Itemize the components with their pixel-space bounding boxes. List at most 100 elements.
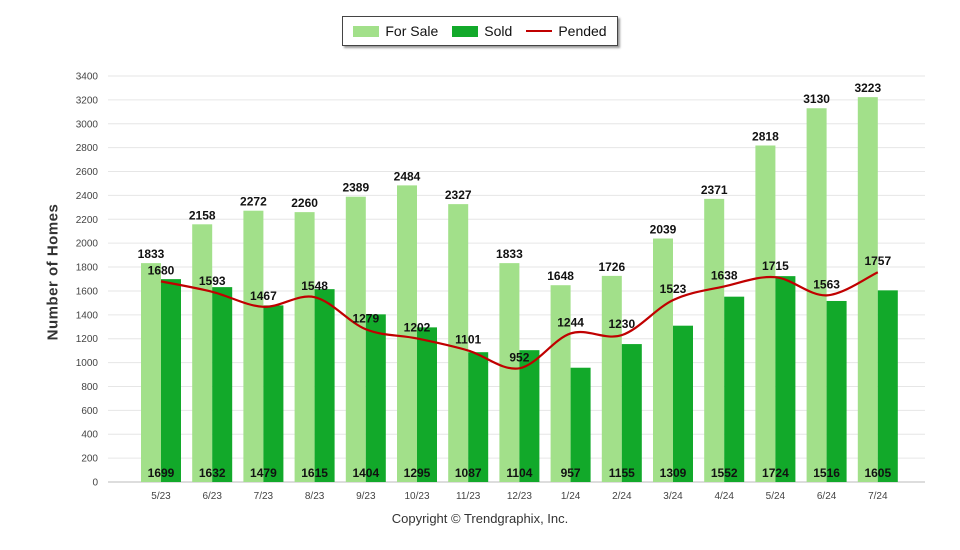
for-sale-bar: [243, 210, 264, 482]
sold-data-label: 1632: [199, 466, 226, 480]
y-tick-label: 1600: [76, 286, 99, 297]
pended-data-label: 1101: [455, 333, 481, 347]
pended-data-label: 1202: [404, 320, 431, 334]
x-tick-label: 5/24: [766, 491, 786, 502]
sold-bar: [775, 276, 796, 482]
y-tick-label: 3000: [76, 119, 99, 130]
for-sale-bar: [755, 145, 776, 482]
for-sale-data-label: 1648: [547, 269, 574, 283]
x-tick-label: 1/24: [561, 491, 581, 502]
pended-data-label: 1279: [352, 311, 379, 325]
for-sale-bar: [192, 224, 213, 482]
y-tick-label: 0: [92, 478, 98, 489]
for-sale-data-label: 1833: [138, 247, 165, 261]
x-tick-label: 7/24: [868, 491, 888, 502]
for-sale-data-label: 3130: [803, 92, 830, 106]
pended-data-label: 1680: [148, 263, 175, 277]
for-sale-bar: [397, 185, 417, 483]
sold-bar: [161, 279, 181, 482]
y-tick-label: 2600: [76, 167, 99, 178]
sold-data-label: 1699: [148, 466, 175, 480]
sold-bar: [724, 296, 745, 482]
sold-bar: [519, 350, 540, 482]
for-sale-data-label: 1726: [598, 260, 625, 274]
copyright-footer: Copyright © Trendgraphix, Inc.: [391, 511, 569, 526]
sold-data-label: 1087: [455, 466, 482, 480]
y-tick-label: 2000: [76, 239, 99, 250]
sold-data-label: 1552: [711, 466, 738, 480]
x-tick-label: 2/24: [612, 491, 632, 502]
x-tick-label: 8/23: [305, 491, 325, 502]
x-tick-label: 11/23: [456, 491, 481, 502]
pended-data-label: 1638: [711, 268, 738, 282]
for-sale-data-label: 2260: [291, 196, 318, 210]
sold-swatch: [452, 25, 479, 37]
for-sale-data-label: 3223: [854, 81, 881, 95]
legend-item-sold: Sold: [452, 23, 512, 39]
for-sale-bar: [141, 263, 161, 482]
for-sale-bars: [141, 97, 878, 483]
y-tick-label: 2800: [76, 143, 99, 154]
sold-bar: [263, 305, 284, 482]
y-tick-label: 2400: [76, 191, 99, 202]
y-tick-label: 3400: [76, 72, 99, 83]
legend-label-pended: Pended: [558, 23, 607, 39]
pended-data-label: 952: [509, 350, 529, 364]
y-tick-label: 1400: [76, 310, 99, 321]
for-sale-bar: [294, 212, 315, 483]
for-sale-data-label: 2327: [445, 188, 472, 202]
pended-data-label: 1593: [199, 274, 226, 288]
sold-bar: [365, 314, 386, 482]
for-sale-data-label: 2039: [650, 223, 677, 237]
sold-data-label: 1404: [352, 466, 379, 480]
pended-data-label: 1523: [660, 282, 687, 296]
x-tick-label: 6/23: [202, 491, 222, 502]
sold-bar: [673, 325, 693, 482]
sold-data-label: 957: [561, 466, 581, 480]
y-tick-label: 800: [81, 382, 98, 393]
legend-label-sold: Sold: [484, 23, 513, 39]
legend-item-for-sale: For Sale: [353, 23, 438, 39]
y-tick-label: 1200: [76, 334, 99, 345]
sold-bar: [314, 289, 335, 482]
for-sale-data-label: 2818: [752, 129, 779, 143]
sold-bar: [877, 290, 898, 482]
x-tick-label: 6/24: [817, 491, 837, 502]
x-tick-label: 3/24: [663, 491, 683, 502]
legend: For Sale Sold Pended: [342, 16, 618, 46]
x-tick-label: 5/23: [151, 491, 171, 502]
sold-data-label: 1295: [404, 466, 431, 480]
pended-data-label: 1244: [557, 315, 584, 329]
sold-data-label: 1309: [660, 466, 687, 480]
x-tick-label: 4/24: [714, 491, 734, 502]
for-sale-bar: [345, 196, 366, 483]
for-sale-bar: [704, 198, 725, 483]
sold-data-label: 1516: [813, 466, 840, 480]
y-axis-label: Number of Homes: [44, 203, 62, 341]
pended-data-label: 1563: [813, 277, 840, 291]
x-tick-label: 9/23: [356, 491, 376, 502]
sold-data-label: 1605: [864, 466, 891, 480]
pended-line-path: [160, 271, 879, 370]
y-tick-label: 200: [81, 454, 98, 465]
y-tick-label: 400: [81, 430, 98, 441]
for-sale-data-label: 2158: [189, 208, 216, 222]
pended-data-label: 1548: [301, 279, 328, 293]
y-axis-ticks: 0 200 400 600 800 1000 1200 1400 1600 1800 2000 220…: [76, 72, 99, 489]
x-tick-label: 7/23: [254, 491, 274, 502]
x-axis-ticks: 5/23 6/23 7/23 8/23 9/23 10/23 11/23 12/23 1/24 2…: [151, 491, 888, 502]
for-sale-bar: [550, 285, 571, 482]
for-sale-bar: [653, 238, 673, 482]
sold-bar: [468, 352, 489, 482]
sold-bar: [826, 300, 847, 482]
for-sale-bar: [601, 275, 622, 482]
pended-data-label: 1230: [608, 317, 635, 331]
for-sale-bar: [499, 263, 520, 482]
sold-bar: [417, 327, 437, 482]
for-sale-swatch: [353, 25, 380, 37]
y-tick-label: 3200: [76, 95, 99, 106]
sold-bars: [161, 276, 898, 482]
legend-label-for-sale: For Sale: [385, 23, 439, 39]
pended-data-label: 1757: [864, 254, 891, 268]
